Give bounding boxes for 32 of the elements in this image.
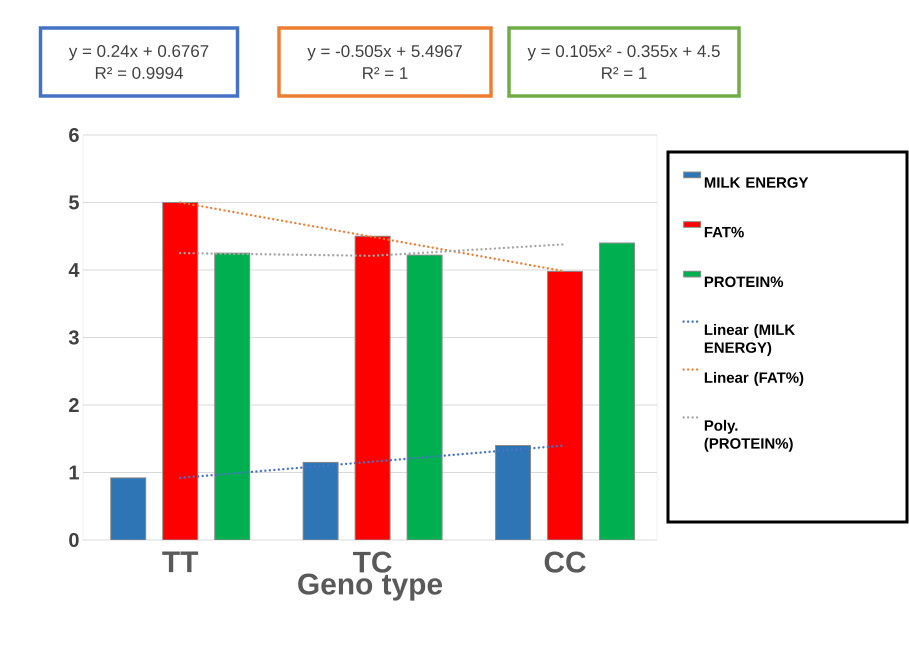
- text: y = 0.105x² - 0.355x + 4.5: [528, 45, 720, 60]
- x-tick-label: CC: [544, 552, 586, 573]
- y-tick-label: 5: [69, 196, 79, 210]
- bar: [547, 270, 584, 540]
- bar: [599, 242, 636, 540]
- bar: [214, 252, 250, 540]
- legend-label: Poly. (PROTEIN%): [704, 420, 793, 452]
- bar: [495, 444, 532, 540]
- y-tick-label: 1: [70, 466, 79, 480]
- x-tick-label: TT: [162, 552, 198, 572]
- y-tick-label: 6: [69, 128, 79, 142]
- bar: [162, 202, 198, 540]
- y-tick-label: 4: [68, 263, 80, 277]
- legend-label: Linear (MILK ENERGY): [704, 324, 796, 356]
- y-tick-label: 2: [69, 398, 79, 412]
- text: y = -0.505x + 5.4967: [307, 45, 462, 60]
- bar: [406, 254, 443, 540]
- bar: [110, 477, 146, 540]
- text: R² = 0.9994: [96, 66, 183, 79]
- x-tick-label: TC: [353, 552, 392, 573]
- legend-label: MILK ENERGY: [704, 177, 808, 188]
- bar: [354, 236, 391, 540]
- text: y = 0.24x + 0.6767: [68, 45, 208, 60]
- text: R² = 1: [602, 67, 646, 79]
- y-tick-label: 3: [68, 330, 79, 345]
- y-tick-label: 0: [69, 532, 79, 548]
- legend-label: PROTEIN%: [704, 276, 784, 288]
- legend-label: Linear (FAT%): [704, 372, 804, 386]
- text: R² = 1: [363, 67, 408, 79]
- x-axis-title: Geno type: [298, 574, 442, 601]
- legend-label: FAT%: [704, 226, 744, 238]
- bar: [302, 462, 339, 540]
